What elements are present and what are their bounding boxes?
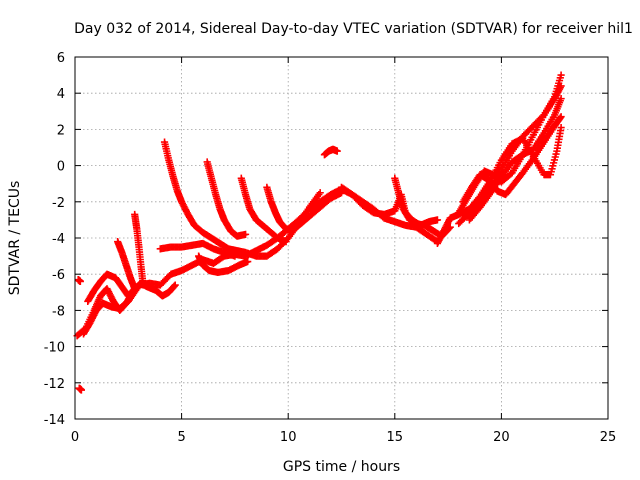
x-tick-label: 15	[387, 430, 404, 445]
data-point	[557, 123, 565, 132]
x-tick-label: 0	[71, 430, 79, 445]
data-point	[139, 281, 147, 289]
series-arc-t	[74, 276, 85, 394]
x-tick-label: 25	[600, 430, 617, 445]
series-arc-g	[156, 239, 239, 260]
y-tick-label: -10	[44, 341, 65, 356]
x-axis-label: GPS time / hours	[283, 459, 400, 475]
series-arc-l	[320, 145, 341, 159]
x-tick-label: 5	[177, 430, 185, 445]
chart-title: Day 032 of 2014, Sidereal Day-to-day VTE…	[74, 21, 633, 37]
data-point	[231, 252, 239, 260]
y-tick-label: 2	[57, 123, 65, 138]
data-point	[316, 189, 324, 197]
data-point	[333, 147, 341, 155]
series-arc-i	[203, 158, 250, 240]
data-point	[282, 238, 290, 246]
y-tick-label: -4	[52, 232, 65, 247]
data-point	[557, 95, 565, 103]
data-point	[241, 230, 250, 238]
series-arc-h	[195, 252, 252, 276]
data-point	[557, 71, 565, 79]
series-arc-j	[237, 174, 290, 246]
y-tick-label: 4	[57, 87, 65, 102]
series-arc-e	[131, 210, 147, 289]
y-tick-label: 0	[57, 160, 65, 175]
x-tick-label: 10	[280, 430, 297, 445]
data-point	[244, 257, 252, 266]
data-points	[73, 71, 565, 394]
data-point	[76, 277, 84, 286]
y-tick-label: -2	[52, 196, 65, 211]
series-arc-r	[433, 123, 565, 248]
y-axis-label: SDTVAR / TECUs	[7, 181, 23, 296]
data-point	[433, 216, 442, 224]
y-tick-label: -12	[44, 377, 65, 392]
series-arc-d	[114, 238, 139, 293]
data-point	[77, 386, 85, 394]
x-tick-label: 20	[493, 430, 510, 445]
data-point-interp	[539, 112, 547, 120]
y-tick-label: -8	[52, 304, 65, 319]
y-tick-label: -6	[52, 268, 65, 283]
y-tick-label: 6	[57, 51, 65, 66]
series-arc-k	[263, 183, 346, 235]
series-arc-s	[465, 95, 565, 224]
data-point	[557, 113, 565, 121]
y-tick-label: -14	[44, 413, 65, 428]
series-arc-q	[455, 71, 565, 228]
data-point	[131, 285, 139, 293]
data-point	[171, 281, 179, 289]
series-arc-c	[84, 270, 179, 305]
data-point-interp	[475, 194, 483, 202]
